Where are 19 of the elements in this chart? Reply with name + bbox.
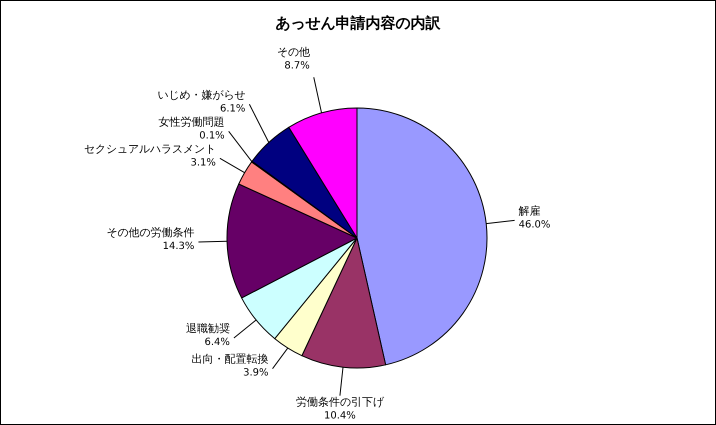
slice-label: セクシュアルハラスメント — [84, 142, 216, 156]
data-label: 3.9% — [243, 368, 269, 379]
data-label: 0.1% — [199, 130, 225, 142]
data-label: 8.7% — [284, 60, 310, 72]
data-label: 14.3% — [162, 241, 194, 252]
slice-label: その他の労働条件 — [106, 226, 194, 240]
data-label: 6.4% — [204, 337, 230, 348]
data-label: 46.0% — [518, 219, 550, 230]
slice-label: いじめ・嫌がらせ — [157, 88, 246, 102]
slice-label: 退職勧奨 — [186, 322, 230, 336]
slice-label: 出向・配置転換 — [192, 352, 269, 366]
data-label: 10.4% — [324, 410, 356, 422]
data-label: 6.1% — [220, 103, 246, 114]
slice-label: 女性労働問題 — [158, 115, 225, 128]
slice-label: その他 — [276, 45, 310, 58]
data-label: 3.1% — [190, 157, 216, 168]
slice-label: 解雇 — [518, 204, 541, 218]
chart-title: あっせん申請内容の内訳 — [276, 14, 442, 32]
slice-label: 労働条件の引下げ — [296, 396, 385, 409]
